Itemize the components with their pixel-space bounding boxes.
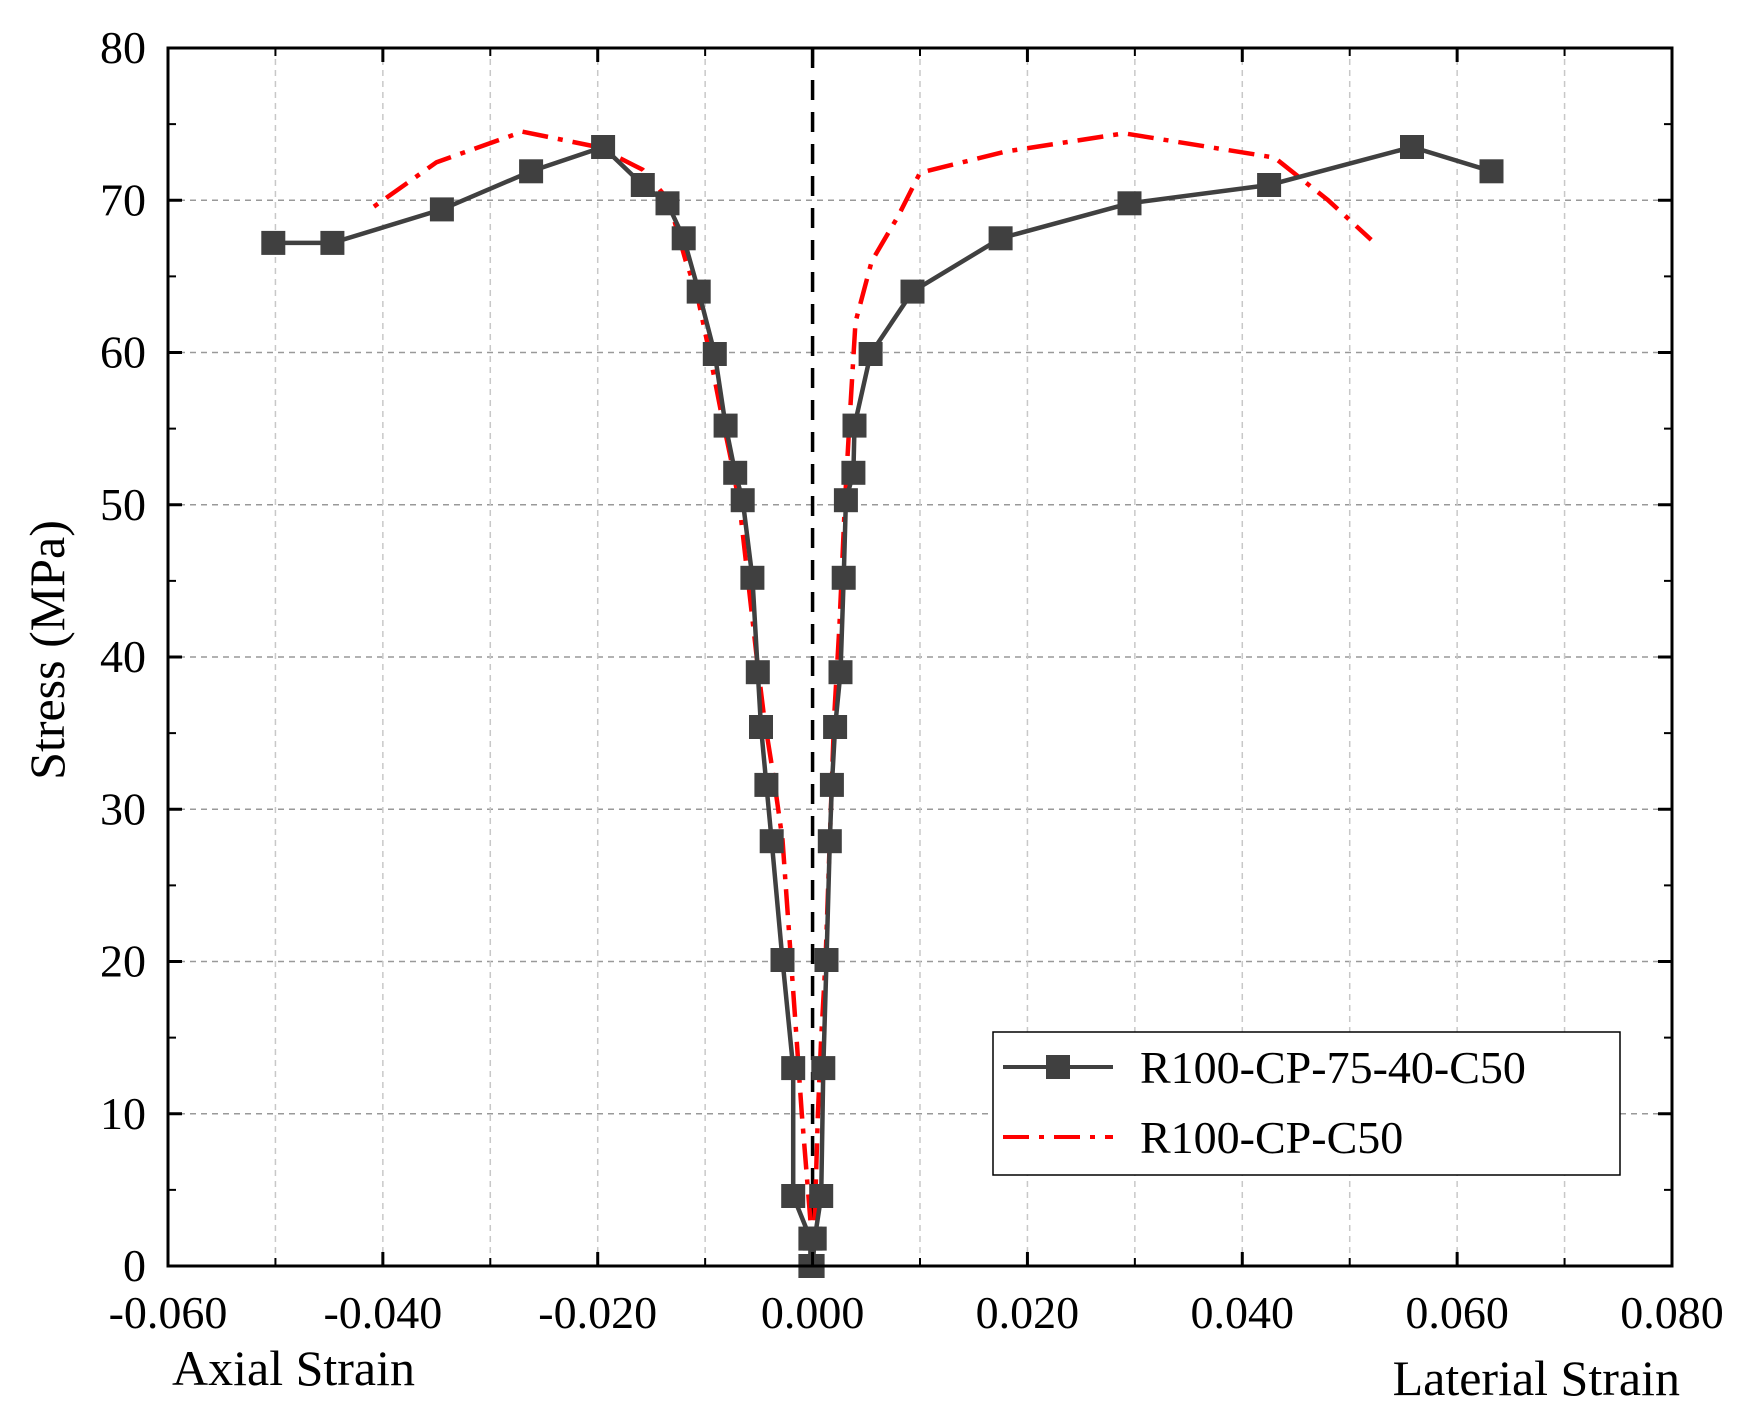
data-point: [740, 565, 765, 590]
y-tick-label: 30: [100, 783, 146, 834]
data-point: [828, 660, 853, 685]
axis-ticks: 0 10 20 30 40 50 60 70 80 -0.060 -0.040 -0.020 0.000…: [100, 22, 1724, 1338]
y-tick-label: 0: [123, 1240, 146, 1291]
legend-label-series-2: R100-CP-C50: [1140, 1112, 1403, 1163]
y-tick-label: 20: [100, 936, 146, 987]
data-point: [655, 191, 680, 216]
legend-label-series-1: R100-CP-75-40-C50: [1140, 1042, 1526, 1093]
data-point: [833, 488, 858, 513]
data-point: [749, 715, 773, 739]
series-layer: [261, 129, 1504, 1278]
data-point: [809, 1184, 834, 1208]
x-axis-label-left: Axial Strain: [172, 1340, 415, 1396]
data-point: [841, 460, 866, 485]
x-tick-label: -0.040: [323, 1287, 442, 1338]
data-point: [591, 135, 616, 159]
data-point: [723, 460, 748, 485]
data-point: [1400, 135, 1424, 159]
x-tick-label: 0.020: [976, 1287, 1080, 1338]
series-1: [261, 135, 1504, 1278]
data-point: [630, 173, 655, 197]
data-point: [759, 829, 784, 854]
y-tick-label: 40: [100, 631, 146, 682]
data-point: [988, 226, 1013, 251]
data-point: [519, 159, 544, 184]
y-tick-label: 50: [100, 479, 146, 530]
data-point: [781, 1184, 806, 1208]
data-point: [702, 342, 727, 366]
x-tick-label: 0.080: [1620, 1287, 1724, 1338]
data-point: [730, 488, 755, 513]
x-tick-label: -0.060: [109, 1287, 228, 1338]
y-tick-label: 70: [100, 174, 146, 225]
data-point: [900, 279, 925, 304]
data-point: [817, 829, 842, 854]
y-tick-label: 80: [100, 22, 146, 73]
legend: R100-CP-75-40-C50 R100-CP-C50: [992, 1031, 1621, 1176]
data-point: [842, 413, 867, 438]
data-point: [429, 197, 454, 222]
y-axis-label: Stress (MPa): [19, 520, 75, 780]
data-point: [754, 772, 779, 797]
data-point: [1257, 173, 1282, 197]
x-axis-label-right: Laterial Strain: [1393, 1350, 1680, 1406]
data-point: [781, 1056, 806, 1081]
data-point: [1117, 191, 1142, 216]
data-point: [811, 1056, 836, 1081]
data-point: [831, 565, 856, 590]
y-tick-label: 60: [100, 327, 146, 378]
data-point: [802, 1226, 827, 1251]
data-point: [686, 279, 711, 304]
series-line: [812, 131, 1373, 1221]
y-tick-label: 10: [100, 1088, 146, 1139]
data-point: [713, 413, 738, 438]
data-point: [819, 772, 844, 797]
series-line: [273, 144, 813, 1266]
data-point: [261, 230, 286, 255]
data-point: [770, 948, 795, 972]
x-tick-label: -0.020: [538, 1287, 657, 1338]
data-point: [745, 660, 770, 685]
series-line: [370, 129, 813, 1221]
x-tick-label: 0.040: [1191, 1287, 1295, 1338]
x-tick-label: 0.000: [761, 1287, 865, 1338]
data-point: [858, 342, 883, 366]
legend-marker-series-1: [1046, 1055, 1070, 1079]
data-point: [823, 715, 848, 739]
data-point: [320, 230, 345, 255]
x-tick-label: 0.060: [1405, 1287, 1509, 1338]
data-point: [671, 226, 696, 251]
data-point: [1479, 159, 1504, 184]
data-point: [814, 948, 839, 972]
legend-box: [992, 1031, 1621, 1176]
series-line: [810, 144, 1493, 1267]
